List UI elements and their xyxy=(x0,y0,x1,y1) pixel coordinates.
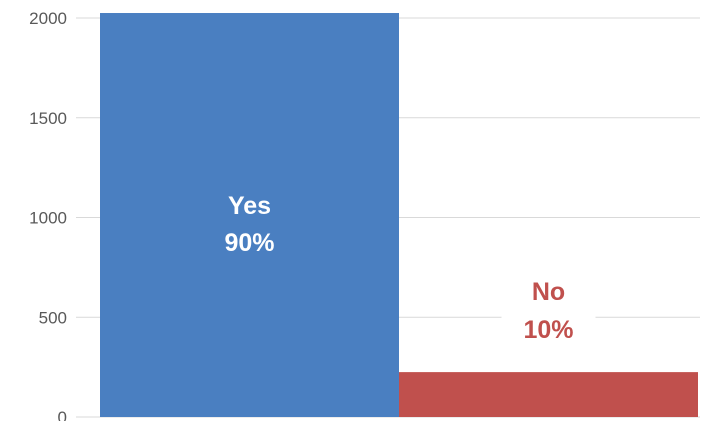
y-tick-label: 1500 xyxy=(29,109,67,128)
bar-category-label: No xyxy=(532,278,565,306)
data-labels: Yes 90% No 10% xyxy=(224,192,596,350)
no-label-background xyxy=(501,270,596,350)
bars xyxy=(100,13,698,417)
bar-category-label: Yes xyxy=(228,192,271,220)
y-tick-label: 2000 xyxy=(29,9,67,28)
bar-percent-label: 10% xyxy=(523,316,573,344)
bar-no xyxy=(399,372,698,417)
y-tick-label: 0 xyxy=(58,408,67,421)
bar-yes xyxy=(100,13,399,417)
bar-percent-label: 90% xyxy=(224,229,274,257)
y-axis-ticks: 0 500 1000 1500 2000 xyxy=(29,9,67,421)
y-tick-label: 500 xyxy=(39,308,67,327)
y-tick-label: 1000 xyxy=(29,209,67,228)
